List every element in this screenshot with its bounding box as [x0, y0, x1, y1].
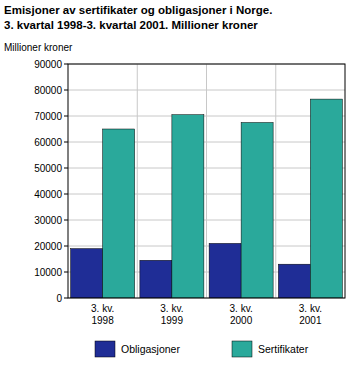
legend-swatch [232, 341, 252, 357]
bar [172, 115, 204, 298]
category-label-line: 3. kv. [91, 303, 114, 314]
bar [241, 123, 273, 299]
tick-mark [64, 116, 68, 117]
chart-root: Emisjoner av sertifikater og obligasjone… [0, 0, 355, 374]
category-label: 3. kv.1999 [160, 303, 183, 326]
tick-mark [64, 298, 68, 299]
category-label: 3. kv.2001 [299, 303, 322, 326]
tick-label: 90000 [34, 59, 62, 70]
tick-label: 0 [56, 293, 62, 304]
bar [278, 264, 310, 298]
category-label-line: 1999 [161, 315, 184, 326]
tick-mark [64, 272, 68, 273]
category-label-line: 2000 [230, 315, 253, 326]
category-label-line: 3. kv. [230, 303, 253, 314]
tick-mark [64, 194, 68, 195]
plot-frame [68, 64, 345, 298]
bar [103, 129, 135, 298]
category-label: 3. kv.2000 [230, 303, 253, 326]
legend-label: Sertifikater [258, 343, 309, 355]
tick-label: 70000 [34, 111, 62, 122]
category-separator [206, 64, 207, 298]
category-label-line: 2001 [299, 315, 322, 326]
bar [71, 249, 103, 298]
tick-label: 40000 [34, 189, 62, 200]
tick-mark [64, 220, 68, 221]
tick-label: 10000 [34, 267, 62, 278]
category-label: 3. kv.1998 [91, 303, 114, 326]
legend-swatch [95, 341, 115, 357]
legend-label: Obligasjoner [121, 343, 180, 355]
bar [140, 260, 172, 298]
tick-label: 80000 [34, 85, 62, 96]
tick-mark [64, 142, 68, 143]
y-axis-label: Millioner kroner [4, 42, 73, 53]
bars [71, 99, 343, 298]
tick-label: 30000 [34, 215, 62, 226]
bar [209, 243, 241, 298]
tick-mark [64, 64, 68, 65]
tick-label: 50000 [34, 163, 62, 174]
subtitle: 3. kvartal 1998-3. kvartal 2001. Million… [4, 19, 258, 31]
title: Emisjoner av sertifikater og obligasjone… [4, 4, 272, 16]
category-label-line: 1998 [92, 315, 115, 326]
category-label-line: 3. kv. [299, 303, 322, 314]
bar [310, 99, 342, 298]
tick-mark [64, 90, 68, 91]
category-separator [137, 64, 138, 298]
chart-svg: Emisjoner av sertifikater og obligasjone… [0, 0, 355, 374]
tick-mark [64, 246, 68, 247]
category-label-line: 3. kv. [160, 303, 183, 314]
tick-label: 60000 [34, 137, 62, 148]
tick-mark [64, 168, 68, 169]
tick-label: 20000 [34, 241, 62, 252]
category-separator [275, 64, 276, 298]
